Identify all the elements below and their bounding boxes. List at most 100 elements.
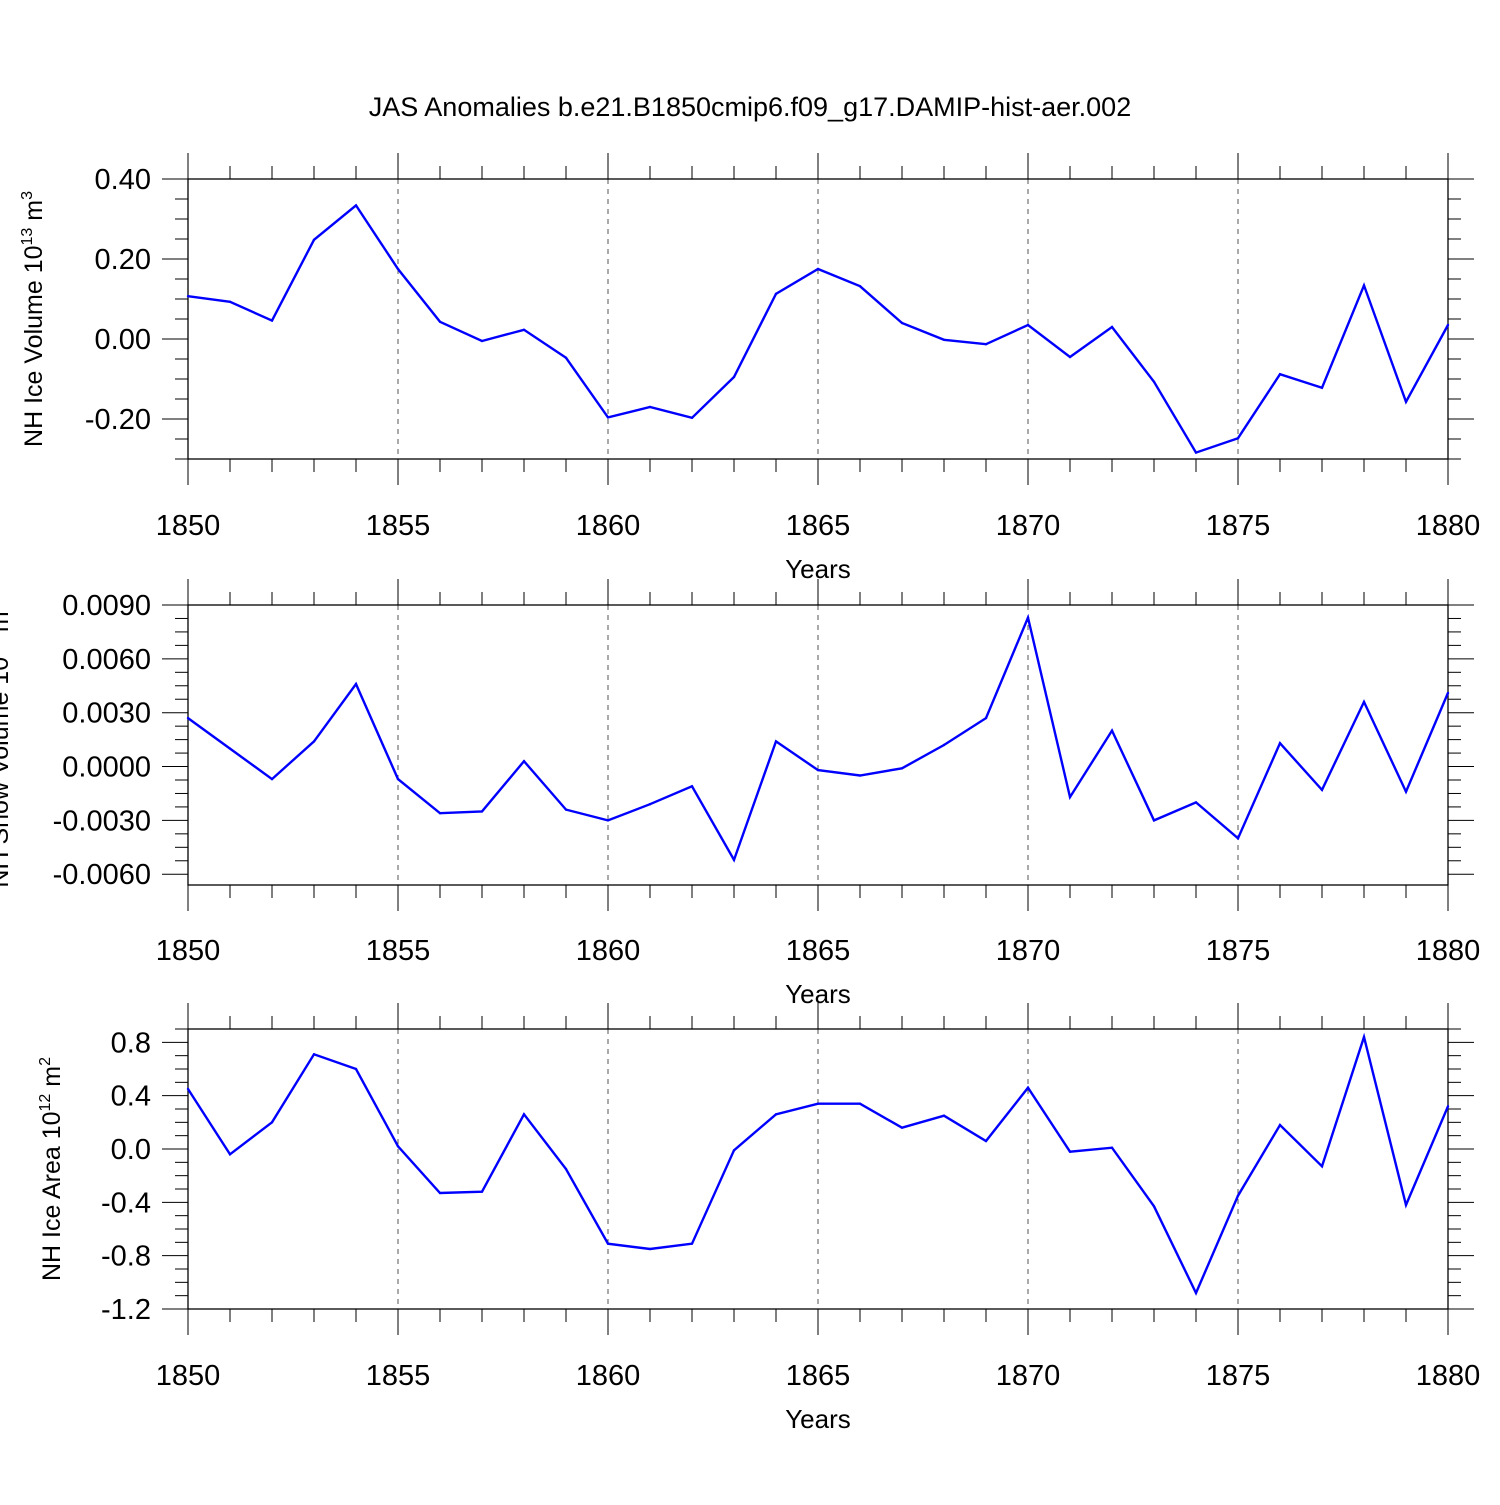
data-point: [606, 1242, 610, 1245]
data-point: [984, 716, 988, 720]
data-point: [1026, 1086, 1030, 1089]
data-point: [228, 747, 232, 750]
y-axis-label-part: NH Ice Volume 10: [20, 245, 48, 447]
x-tick-label: 1855: [366, 935, 431, 967]
y-axis-label: NH Snow Volume 1013 m3: [0, 602, 14, 887]
y-tick-label: -0.0060: [53, 859, 151, 891]
y-tick-label: 0.0: [111, 1134, 151, 1166]
data-point: [1110, 729, 1114, 732]
x-tick-label: 1865: [786, 510, 851, 542]
data-point: [312, 1053, 316, 1056]
data-point: [1362, 284, 1366, 287]
data-point: [1362, 700, 1366, 704]
data-point: [438, 812, 442, 815]
data-point: [816, 768, 820, 772]
data-point: [438, 320, 442, 323]
data-point: [564, 1167, 568, 1171]
data-point: [816, 267, 820, 271]
x-tick-label: 1855: [366, 1360, 431, 1392]
x-tick-label: 1870: [996, 935, 1061, 967]
panel-1: -0.20 0.00 0.20 0.40 1850 1855 1860 1865 1870 187…: [19, 153, 1480, 584]
data-point: [186, 295, 190, 298]
data-point: [1404, 400, 1408, 403]
y-axis-label-part: m: [20, 200, 48, 228]
y-tick-label: -0.8: [101, 1241, 151, 1273]
data-point: [1404, 790, 1408, 793]
data-point: [1152, 819, 1156, 822]
x-tick-label: 1865: [786, 1360, 851, 1392]
data-point: [186, 716, 190, 720]
y-tick-label: 0.0090: [62, 590, 151, 622]
data-point: [1152, 1205, 1156, 1208]
x-tick-label: 1850: [156, 1360, 221, 1392]
data-point: [270, 1121, 274, 1124]
y-tick-label: 0.40: [95, 164, 151, 196]
y-tick-label: -1.2: [101, 1294, 151, 1326]
x-tick-label: 1875: [1206, 510, 1271, 542]
data-point: [900, 767, 904, 770]
data-point: [1194, 1291, 1198, 1295]
x-axis-label: Years: [785, 1404, 851, 1434]
data-point: [1362, 1035, 1366, 1039]
y-axis-label-part: NH Snow Volume 10: [0, 657, 14, 888]
y-axis-label-part: m: [38, 1066, 66, 1094]
y-tick-label: 0.20: [95, 244, 151, 276]
data-point: [522, 1113, 526, 1116]
x-tick-label: 1880: [1416, 510, 1481, 542]
x-tick-label: 1855: [366, 510, 431, 542]
data-point: [774, 1113, 778, 1116]
data-point: [1278, 1123, 1282, 1127]
data-point: [690, 1242, 694, 1245]
data-point: [1110, 325, 1114, 329]
y-axis-label-superscript: 13: [19, 228, 36, 246]
data-point: [1404, 1203, 1408, 1207]
data-point: [1446, 323, 1450, 327]
data-point: [522, 328, 526, 331]
x-tick-label: 1875: [1206, 935, 1271, 967]
y-axis-label-superscript: 3: [19, 191, 36, 200]
data-point: [1278, 742, 1282, 745]
data-point: [228, 1153, 232, 1156]
x-tick-label: 1860: [576, 510, 641, 542]
data-point: [942, 338, 946, 341]
data-point: [732, 375, 736, 379]
data-point: [1446, 1105, 1450, 1108]
panel-3: -1.2 -0.8 -0.4 0.0 0.4 0.8 1850 1855 1860 1865 187…: [37, 1003, 1480, 1434]
x-tick-label: 1875: [1206, 1360, 1271, 1392]
data-point: [858, 1102, 862, 1105]
y-axis-label-superscript: 12: [37, 1094, 54, 1112]
data-point: [312, 238, 316, 241]
y-axis-label-superscript: 2: [37, 1057, 54, 1066]
data-point: [984, 343, 988, 346]
data-point: [228, 300, 232, 303]
y-axis-label-superscript: 3: [0, 602, 2, 611]
data-point: [1320, 1165, 1324, 1168]
data-point: [1446, 691, 1450, 695]
data-point: [942, 1114, 946, 1117]
x-tick-label: 1865: [786, 935, 851, 967]
data-point: [270, 777, 274, 781]
data-point: [732, 1149, 736, 1152]
data-point: [1236, 437, 1240, 440]
data-point: [1068, 795, 1072, 799]
data-point: [1194, 801, 1198, 804]
data-point: [1026, 616, 1030, 619]
y-tick-label: 0.8: [111, 1027, 151, 1059]
y-axis-label-part: m: [0, 611, 14, 639]
data-point: [648, 405, 652, 409]
data-point: [690, 416, 694, 419]
data-point: [354, 682, 358, 686]
chart-title: JAS Anomalies b.e21.B1850cmip6.f09_g17.D…: [369, 92, 1131, 122]
x-tick-label: 1860: [576, 935, 641, 967]
y-axis-label-superscript: 13: [0, 639, 2, 657]
data-point: [1236, 1194, 1240, 1197]
data-point: [354, 204, 358, 207]
x-tick-label: 1870: [996, 1360, 1061, 1392]
data-point: [354, 1067, 358, 1071]
y-tick-label: 0.0000: [62, 752, 151, 784]
panel-2: -0.0060 -0.0030 0.0000 0.0030 0.0060 0.0090 18…: [0, 579, 1480, 1009]
x-tick-label: 1870: [996, 510, 1061, 542]
x-tick-label: 1880: [1416, 935, 1481, 967]
x-tick-label: 1850: [156, 510, 221, 542]
